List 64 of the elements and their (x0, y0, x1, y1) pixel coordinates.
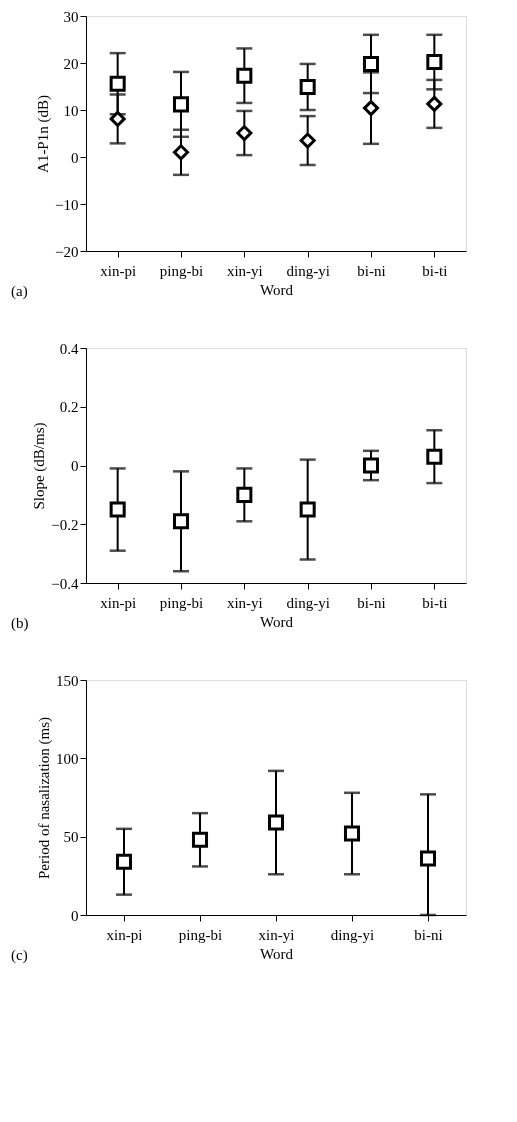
y-tick-label: −20 (55, 243, 79, 260)
x-tick-label: ping-bi (159, 594, 204, 611)
x-tick-label: bi-ti (422, 262, 448, 279)
x-tick-label: ding-yi (286, 594, 330, 611)
y-tick-label: 0.4 (59, 340, 79, 357)
x-axis-title: Word (260, 613, 294, 630)
x-tick-label: ping-bi (159, 262, 204, 279)
point (343, 825, 361, 842)
point (115, 853, 133, 870)
point (236, 125, 253, 142)
x-tick-label: bi-ni (414, 926, 443, 943)
y-tick-label: 0.2 (59, 399, 79, 416)
y-tick-label: −0.4 (51, 575, 79, 592)
x-tick-label: bi-ti (422, 594, 448, 611)
x-tick-label: xin-pi (100, 262, 137, 279)
x-tick-label: ping-bi (178, 926, 223, 943)
y-tick-label: 0 (71, 458, 79, 474)
y-axis-title: Period of nasalization (ms) (36, 716, 53, 880)
y-axis-title: Slope (dB/ms) (31, 422, 49, 510)
point (426, 54, 443, 71)
y-tick-label: 30 (63, 8, 79, 25)
point (299, 132, 316, 149)
point (426, 95, 443, 112)
point (299, 78, 316, 95)
point (362, 100, 380, 117)
point (299, 501, 316, 518)
y-tick-label: 0 (71, 149, 79, 166)
point (236, 67, 253, 84)
y-tick-label: 20 (63, 55, 79, 72)
text: (c) (11, 947, 28, 964)
y-axis-title: A1-P1n (dB) (35, 95, 53, 173)
y-tick-label: 150 (56, 672, 79, 689)
y-tick-label: 0 (71, 907, 79, 924)
point (109, 501, 126, 518)
point (362, 457, 380, 474)
point (362, 55, 380, 72)
text: (a) (11, 283, 28, 300)
text: (b) (11, 615, 29, 632)
point (109, 75, 126, 92)
x-tick-label: ding-yi (330, 926, 375, 943)
point (172, 513, 190, 530)
y-tick-label: 100 (56, 750, 79, 767)
y-tick-label: 50 (63, 829, 79, 846)
x-tick-label: xin-yi (258, 926, 295, 943)
x-axis-title: Word (260, 945, 294, 962)
x-tick-label: xin-yi (226, 262, 263, 279)
y-tick-label: −0.2 (51, 516, 79, 533)
point (172, 144, 190, 161)
x-tick-label: xin-pi (106, 926, 143, 943)
point (172, 96, 190, 113)
x-tick-label: bi-ni (357, 594, 386, 611)
x-tick-label: bi-ni (357, 262, 386, 279)
y-tick-label: 10 (63, 102, 79, 119)
point (419, 850, 437, 867)
x-tick-label: xin-yi (226, 594, 263, 611)
y-tick-label: −10 (55, 196, 79, 213)
x-tick-label: ding-yi (286, 262, 330, 279)
x-tick-label: xin-pi (100, 594, 137, 611)
point (267, 814, 285, 831)
point (236, 486, 253, 503)
point (426, 448, 443, 465)
x-axis-title: Word (260, 281, 294, 298)
point (109, 110, 126, 127)
point (191, 831, 209, 848)
